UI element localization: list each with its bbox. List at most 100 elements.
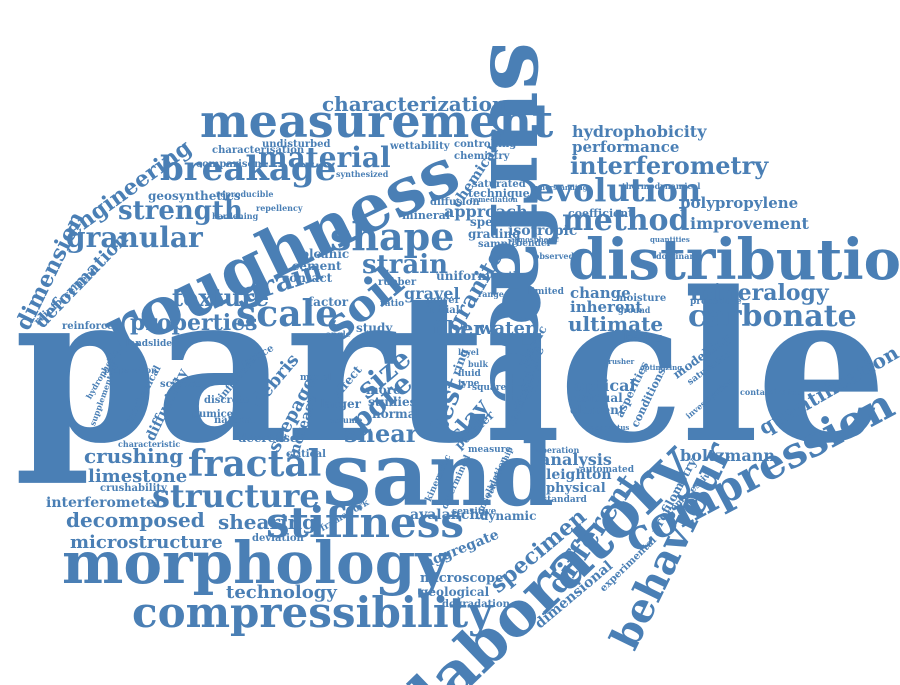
word-compressibility: compressibility xyxy=(132,588,493,637)
word-ultimate: ultimate xyxy=(568,312,664,336)
word-improvement: improvement xyxy=(690,214,809,233)
word-granular: granular xyxy=(66,221,203,254)
word-measure: measure xyxy=(468,445,512,455)
word-strain: strain xyxy=(362,250,448,280)
word-grading: grading xyxy=(468,227,521,241)
word-larger: larger xyxy=(320,397,362,411)
word-procedure: procedure xyxy=(690,297,742,307)
word-evolution: evolution xyxy=(534,171,702,209)
word-volume: volume xyxy=(330,415,363,425)
word-geosynthetics: geosynthetics xyxy=(148,189,241,203)
word-stiffness: stiffness xyxy=(266,498,465,547)
word-characteristic: characteristic xyxy=(118,439,181,449)
word-breakage: breakage xyxy=(160,149,337,189)
word-more: more xyxy=(366,383,401,397)
word-studies: studies xyxy=(368,395,417,409)
word-microscope: microscope xyxy=(420,571,504,586)
word-fractal: fractal xyxy=(188,443,322,485)
word-discrete: discrete xyxy=(204,395,250,406)
word-angle: angle xyxy=(326,329,351,339)
word-characterization: characterization xyxy=(322,92,507,116)
word-contact: contact xyxy=(282,271,333,285)
word-mineral: mineral xyxy=(402,209,450,222)
word-method: method xyxy=(562,203,690,238)
word-particle: particle xyxy=(14,247,887,489)
word-landslide: landslide xyxy=(126,339,173,349)
word-element: element xyxy=(570,403,625,417)
word-spectrum: spectrum xyxy=(470,215,534,229)
word-carbonate: carbonate xyxy=(688,299,857,334)
word-microstructure: microstructure xyxy=(70,532,223,553)
word-fiber: fiber xyxy=(432,316,484,340)
word-optical: optical xyxy=(574,376,636,395)
word-technique: technique xyxy=(468,187,530,200)
word-quantities: quantities xyxy=(650,235,690,244)
word-fluid: fluid xyxy=(458,369,481,379)
word-residual: residual xyxy=(568,391,623,405)
word-scale: scale xyxy=(236,293,339,335)
word-contaminated: contaminated xyxy=(740,387,802,397)
word-decomposed: decomposed xyxy=(66,508,205,532)
word-undisturbed: undisturbed xyxy=(262,139,331,150)
word-pumice: pumice xyxy=(192,409,234,420)
word-boltzmann: boltzmann xyxy=(680,446,775,465)
word-remediation: remediation xyxy=(470,195,518,204)
word-analysis: analysis xyxy=(540,450,612,469)
word-repellency: repellency xyxy=(256,203,303,213)
word-isotropic: isotropic xyxy=(508,223,578,239)
word-limestone: limestone xyxy=(88,466,188,487)
word-standard: standard xyxy=(542,495,587,505)
word-power: power xyxy=(426,295,460,306)
word-study: study xyxy=(356,321,393,335)
word-automated: automated xyxy=(580,465,635,475)
word-atmospheric: atmospheric xyxy=(510,235,559,244)
word-change: change xyxy=(570,284,631,302)
word-interferometer: interferometer xyxy=(46,495,163,511)
word-observed: observed xyxy=(534,251,575,261)
word-shearing: shearing xyxy=(218,510,317,534)
word-hydrophobicity: hydrophobicity xyxy=(572,122,707,141)
word-degradation: degradation xyxy=(442,599,510,610)
word-approach: approach xyxy=(444,202,528,221)
word-dominant: dominant xyxy=(656,251,699,261)
word-coefficient: coefficient xyxy=(568,207,634,220)
word-wettability: wettability xyxy=(390,141,450,152)
word-ratio: ratio xyxy=(380,299,405,309)
word-sensitive: sensitive xyxy=(452,507,497,517)
word-uniform: uniform xyxy=(436,269,491,283)
word-properties: properties xyxy=(130,310,258,336)
word-sample: sample xyxy=(478,239,518,250)
word-interferometry: interferometry xyxy=(570,151,769,180)
word-mineralogy: mineralogy xyxy=(690,280,829,306)
word-shape: shape xyxy=(330,214,455,259)
word-volcanic: volcanic xyxy=(294,247,350,261)
word-reproducible: reproducible xyxy=(216,189,274,199)
word-preparation: preparation xyxy=(104,365,157,375)
word-factor: factor xyxy=(308,295,349,309)
word-bulk: bulk xyxy=(468,359,488,369)
word-type: type xyxy=(458,379,480,389)
word-morphology: morphology xyxy=(62,529,449,597)
word-crushing: crushing xyxy=(84,444,184,468)
word-initial: initial xyxy=(426,305,460,316)
word-operation: operation xyxy=(536,445,580,455)
word-deviation: deviation xyxy=(252,533,304,544)
word-cement: cement xyxy=(292,259,342,273)
word-moisture: moisture xyxy=(616,293,667,304)
word-science: science xyxy=(160,379,202,390)
word-technology: technology xyxy=(226,582,337,603)
word-natural: natural xyxy=(214,415,256,426)
word-comparison: comparison xyxy=(196,159,262,170)
word-limited: limited xyxy=(528,287,564,297)
word-bender: bender xyxy=(516,239,552,249)
word-model: model xyxy=(300,373,331,383)
word-saturated: saturated xyxy=(472,179,526,190)
word-diffusion: diffusion xyxy=(430,197,480,208)
word-texture: texture xyxy=(172,283,270,312)
word-leighton: leighton xyxy=(546,467,612,483)
word-sand: sand xyxy=(322,422,555,526)
word-synthesized: synthesized xyxy=(336,169,389,179)
word-gravel: gravel xyxy=(404,284,460,303)
word-loading: loading xyxy=(624,333,662,343)
